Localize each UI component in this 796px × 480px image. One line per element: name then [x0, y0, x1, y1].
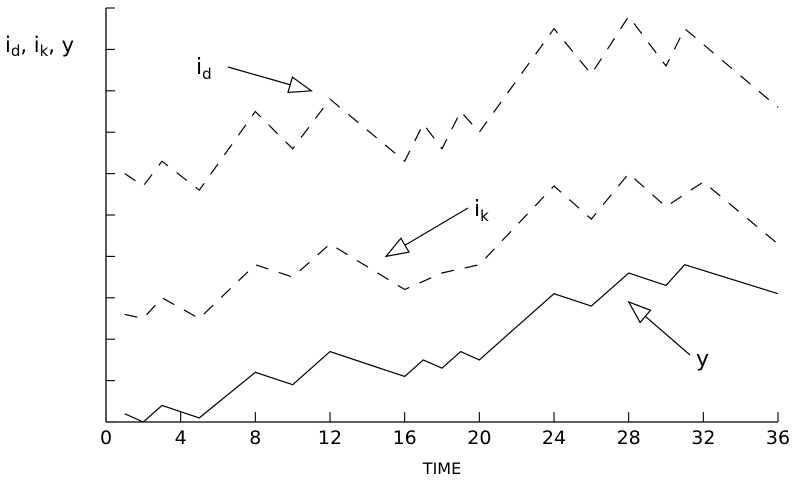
annotation-label-id: id — [196, 55, 212, 83]
annotation-arrowhead-ik — [384, 237, 410, 258]
x-tick-label: 32 — [691, 427, 715, 449]
annotation-arrowhead-id — [287, 76, 313, 94]
annotation-arrow-ik — [404, 207, 469, 246]
series-y-line — [124, 264, 779, 423]
axes: 0 4 8 12 16 20 24 28 32 36 — [100, 7, 790, 449]
x-tick-label: 8 — [249, 427, 261, 449]
annotation-arrow-id — [227, 66, 291, 86]
series-i-k-line — [124, 172, 779, 320]
x-tick-label: 24 — [542, 427, 566, 449]
annotation-arrowhead-y — [627, 300, 652, 324]
series-i-d-line — [124, 15, 779, 192]
x-tick-label: 12 — [318, 427, 342, 449]
x-tick-label: 4 — [175, 427, 187, 449]
y-axis-label-ik-sub: k — [40, 42, 49, 60]
y-axis-label-id-sub: d — [11, 42, 21, 60]
annotation-label-y: y — [696, 347, 709, 372]
y-axis-label-sep2: , — [48, 33, 61, 57]
annotations: id ik y — [196, 55, 709, 372]
y-axis-label-y: y — [62, 33, 74, 57]
x-axis-label: TIME — [422, 459, 461, 478]
y-axis-label-ik: i — [34, 33, 40, 57]
series-layer — [124, 15, 779, 423]
x-tick-label: 36 — [766, 427, 790, 449]
annotation-label-ik: ik — [474, 197, 489, 225]
annotation-arrow-y — [644, 315, 691, 356]
x-tick-label: 0 — [100, 427, 112, 449]
y-axis-label-sep1: , — [20, 33, 33, 57]
x-tick-label: 28 — [617, 427, 641, 449]
x-tick-label: 20 — [467, 427, 491, 449]
y-axis-label-id: i — [5, 33, 11, 57]
x-tick-label: 16 — [393, 427, 417, 449]
y-axis-label: id, ik, y — [5, 33, 74, 60]
